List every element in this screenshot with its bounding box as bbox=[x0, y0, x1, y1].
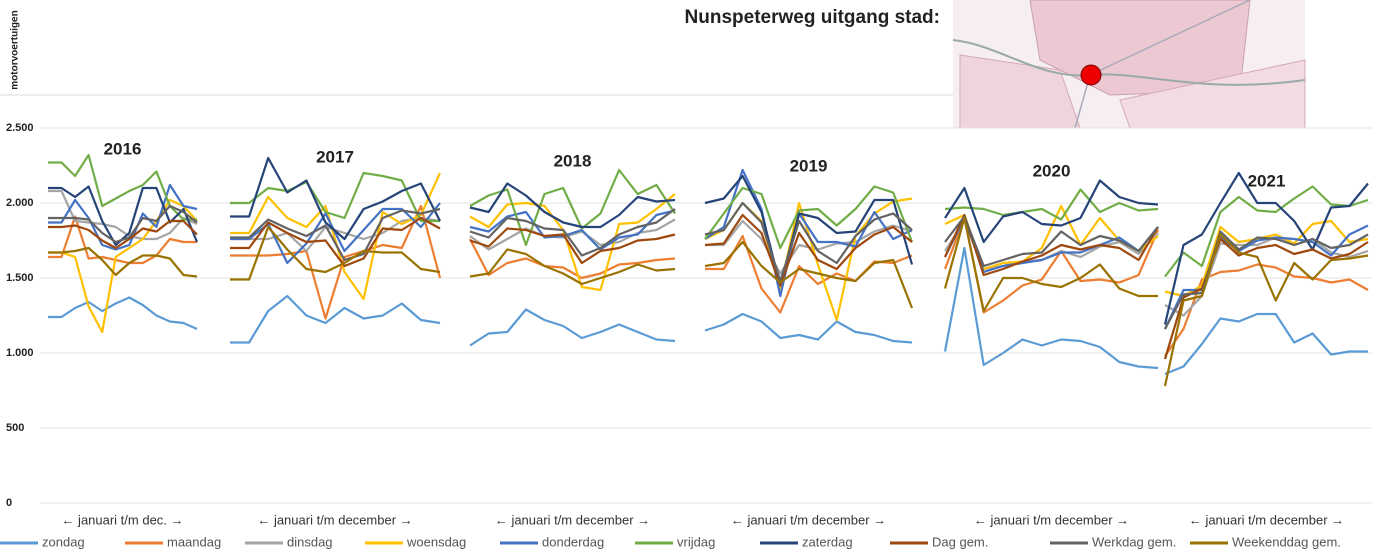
series-line bbox=[48, 298, 197, 330]
y-tick-label: 0 bbox=[6, 497, 12, 509]
x-axis-label: ← januari t/m december → bbox=[974, 512, 1129, 527]
series-line bbox=[945, 190, 1158, 220]
panel-title: 2018 bbox=[554, 151, 592, 170]
y-tick-label: 2.000 bbox=[6, 197, 34, 209]
series-line bbox=[230, 296, 440, 343]
legend-label: woensdag bbox=[406, 534, 466, 549]
y-tick-label: 1.000 bbox=[6, 347, 34, 359]
y-tick-label: 500 bbox=[6, 422, 24, 434]
legend-label: dinsdag bbox=[287, 534, 333, 549]
map bbox=[953, 0, 1305, 128]
panel-title: 2017 bbox=[316, 147, 354, 166]
legend-label: zaterdag bbox=[802, 534, 853, 549]
legend-label: Dag gem. bbox=[932, 534, 988, 549]
y-tick-label: 2.500 bbox=[6, 122, 34, 134]
legend-label: maandag bbox=[167, 534, 221, 549]
x-axis-label: ← januari t/m december → bbox=[1189, 512, 1344, 527]
series-line bbox=[48, 221, 197, 248]
series-line bbox=[230, 206, 440, 319]
legend-label: Werkdag gem. bbox=[1092, 534, 1176, 549]
series-line bbox=[705, 314, 912, 343]
panel-title: 2019 bbox=[790, 156, 828, 175]
y-axis-label: motorvoertuigen bbox=[10, 10, 21, 89]
series-line bbox=[1165, 187, 1368, 277]
series-line bbox=[945, 181, 1158, 243]
series-line bbox=[470, 310, 675, 346]
x-axis-label: ← januari t/m december → bbox=[495, 512, 650, 527]
location-marker bbox=[1081, 65, 1101, 85]
chart: Nunspeterweg uitgang stad: motorvoertuig… bbox=[0, 0, 1376, 554]
panel-title: 2016 bbox=[104, 139, 142, 158]
legend-label: Weekenddag gem. bbox=[1232, 534, 1341, 549]
legend-label: donderdag bbox=[542, 534, 604, 549]
x-axis-label: ← januari t/m december → bbox=[731, 512, 886, 527]
series-line bbox=[945, 218, 1158, 313]
x-axis-label: ← januari t/m december → bbox=[257, 512, 412, 527]
panel-title: 2020 bbox=[1033, 161, 1071, 180]
chart-title: Nunspeterweg uitgang stad: bbox=[685, 7, 940, 28]
y-tick-label: 1.500 bbox=[6, 272, 34, 284]
series-line bbox=[1165, 314, 1368, 374]
legend-label: zondag bbox=[42, 534, 85, 549]
legend-label: vrijdag bbox=[677, 534, 715, 549]
x-axis-label: ← januari t/m dec. → bbox=[61, 512, 183, 527]
page: Nunspeterweg uitgang stad: motorvoertuig… bbox=[0, 0, 1376, 554]
panel-title: 2021 bbox=[1248, 171, 1286, 190]
